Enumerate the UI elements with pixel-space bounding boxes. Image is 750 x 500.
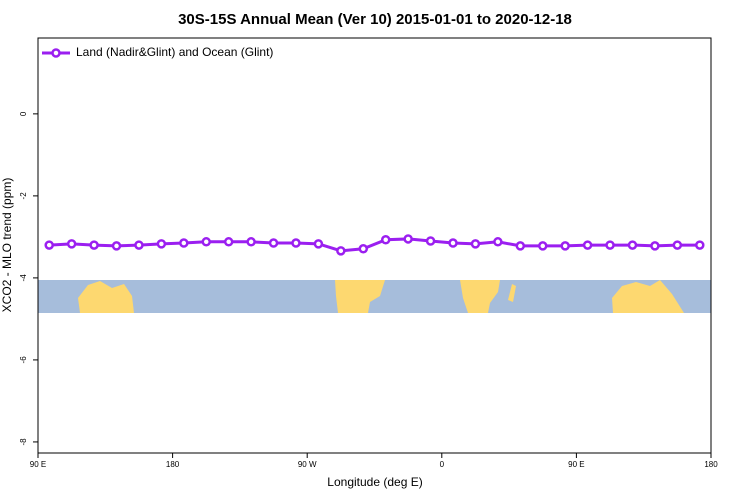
x-tick-label: 90 E xyxy=(568,460,584,469)
point xyxy=(582,240,593,250)
point xyxy=(89,240,99,250)
x-tick-label: 90 E xyxy=(30,460,46,469)
point xyxy=(134,240,144,250)
point xyxy=(268,238,279,248)
point xyxy=(156,239,167,249)
point xyxy=(560,241,570,251)
point xyxy=(448,238,458,248)
legend-marker xyxy=(51,48,61,58)
point xyxy=(650,241,660,251)
point xyxy=(403,234,413,244)
x-tick-label: 180 xyxy=(704,460,718,469)
point xyxy=(111,241,122,251)
point xyxy=(313,239,324,249)
x-axis-label: Longitude (deg E) xyxy=(327,475,422,489)
y-tick-label: -8 xyxy=(19,438,28,446)
legend-label: Land (Nadir&Glint) and Ocean (Glint) xyxy=(76,45,273,59)
point xyxy=(493,237,503,247)
point xyxy=(358,244,369,254)
point xyxy=(515,241,526,251)
x-tick-label: 180 xyxy=(166,460,180,469)
y-tick-label: -2 xyxy=(19,192,28,200)
y-tick-label: -6 xyxy=(19,356,28,364)
y-tick-label: -4 xyxy=(19,274,28,282)
y-tick-label: 0 xyxy=(19,111,28,116)
y-axis-label: XCO2 - MLO trend (ppm) xyxy=(0,178,14,313)
point xyxy=(336,246,346,256)
point xyxy=(425,236,436,246)
point xyxy=(380,235,391,245)
point xyxy=(66,239,77,249)
point xyxy=(201,237,211,247)
point xyxy=(470,239,481,249)
x-tick-label: 90 W xyxy=(298,460,317,469)
plot-frame xyxy=(37,37,712,454)
point xyxy=(538,241,548,251)
point xyxy=(179,238,189,248)
point xyxy=(627,240,638,250)
chart-title: 30S-15S Annual Mean (Ver 10) 2015-01-01 … xyxy=(178,11,572,28)
point xyxy=(44,240,54,250)
map-strip xyxy=(38,280,711,313)
point xyxy=(672,240,683,250)
point xyxy=(291,238,301,248)
series-line xyxy=(49,237,700,253)
x-tick-label: 0 xyxy=(440,460,445,469)
point xyxy=(605,240,615,250)
point xyxy=(246,237,256,247)
point xyxy=(223,237,234,247)
point xyxy=(695,240,705,250)
